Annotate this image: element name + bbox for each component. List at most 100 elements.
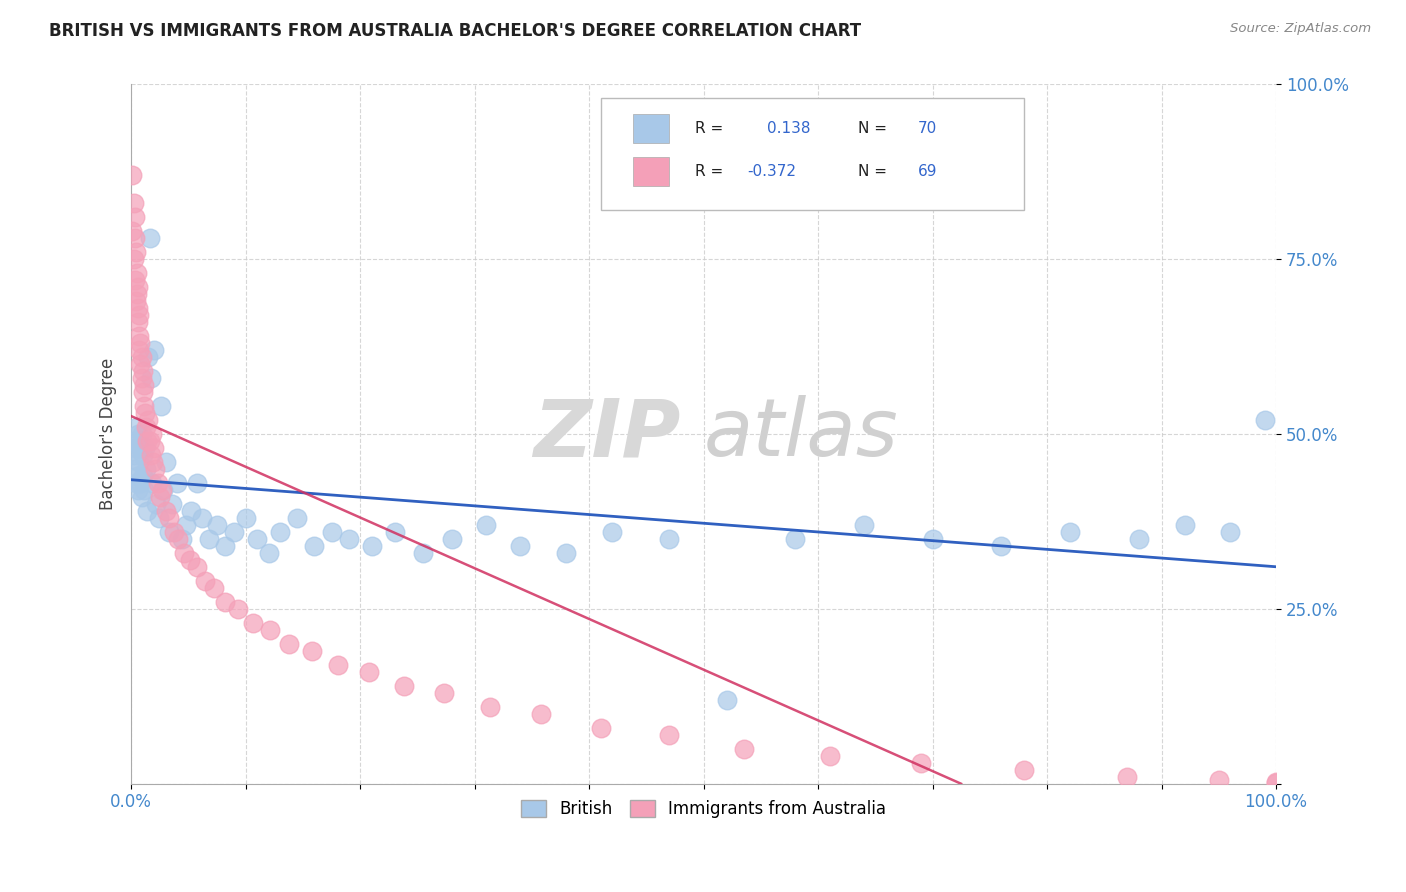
Point xyxy=(658,532,681,546)
Point xyxy=(152,483,174,497)
Text: 69: 69 xyxy=(918,163,938,178)
Point xyxy=(589,721,612,735)
Point xyxy=(658,728,681,742)
Point xyxy=(132,483,155,497)
Legend: British, Immigrants from Australia: British, Immigrants from Australia xyxy=(515,793,893,824)
Point xyxy=(785,532,807,546)
Point xyxy=(433,686,456,700)
Point xyxy=(131,364,153,378)
Text: N =: N = xyxy=(858,163,887,178)
Point xyxy=(337,532,360,546)
Point xyxy=(131,350,153,364)
Point xyxy=(186,560,208,574)
Point xyxy=(131,469,153,483)
Point xyxy=(205,518,228,533)
Point xyxy=(478,699,501,714)
Bar xyxy=(633,157,669,186)
Point xyxy=(214,595,236,609)
Point xyxy=(440,532,463,546)
Point xyxy=(139,371,162,385)
Point xyxy=(127,315,149,329)
Point xyxy=(555,546,578,560)
Point xyxy=(1265,776,1288,790)
Point xyxy=(150,399,173,413)
Point xyxy=(235,511,257,525)
Point xyxy=(509,539,531,553)
Point xyxy=(125,469,148,483)
Point xyxy=(139,448,162,462)
Point xyxy=(136,434,159,448)
Point xyxy=(149,490,172,504)
Point xyxy=(124,231,146,245)
Point xyxy=(128,434,150,448)
Point xyxy=(124,462,146,476)
Point xyxy=(135,462,157,476)
Point xyxy=(131,371,153,385)
Point xyxy=(141,476,163,491)
Point xyxy=(304,539,326,553)
Point xyxy=(1219,524,1241,539)
Point xyxy=(1208,773,1230,788)
Point xyxy=(129,441,152,455)
Point xyxy=(129,357,152,371)
Point xyxy=(167,532,190,546)
Point xyxy=(852,518,875,533)
Point xyxy=(121,224,143,238)
Point xyxy=(124,211,146,225)
Point xyxy=(155,455,177,469)
Point xyxy=(1128,532,1150,546)
Point xyxy=(132,399,155,413)
Point xyxy=(285,511,308,525)
Point xyxy=(121,169,143,183)
Point xyxy=(600,524,623,539)
Point xyxy=(134,441,156,455)
Point xyxy=(146,476,169,491)
Point xyxy=(125,420,148,434)
Point xyxy=(128,329,150,343)
Text: 0.138: 0.138 xyxy=(766,120,810,136)
Point xyxy=(1253,413,1275,427)
Point xyxy=(143,343,166,358)
Point xyxy=(179,553,201,567)
Point xyxy=(166,476,188,491)
Point xyxy=(818,748,841,763)
Point xyxy=(1059,524,1081,539)
Point xyxy=(328,657,350,672)
Y-axis label: Bachelor's Degree: Bachelor's Degree xyxy=(100,358,117,510)
Point xyxy=(392,679,415,693)
Text: R =: R = xyxy=(695,163,723,178)
Point xyxy=(127,301,149,316)
Point xyxy=(990,539,1012,553)
Point xyxy=(246,532,269,546)
Point xyxy=(125,287,148,301)
Point xyxy=(143,462,166,476)
Text: atlas: atlas xyxy=(703,395,898,473)
Point xyxy=(132,378,155,392)
Point xyxy=(384,524,406,539)
Point xyxy=(135,420,157,434)
Point xyxy=(910,756,932,770)
Point xyxy=(129,476,152,491)
Point xyxy=(186,476,208,491)
Point xyxy=(124,273,146,287)
Point xyxy=(278,637,301,651)
Point xyxy=(170,532,193,546)
Text: Source: ZipAtlas.com: Source: ZipAtlas.com xyxy=(1230,22,1371,36)
Point xyxy=(173,546,195,560)
Point xyxy=(131,427,153,442)
Point xyxy=(138,413,160,427)
Point xyxy=(122,196,145,211)
Point xyxy=(716,693,738,707)
Point xyxy=(127,483,149,497)
Point xyxy=(138,231,160,245)
Point xyxy=(1173,518,1195,533)
Point xyxy=(301,644,323,658)
Point xyxy=(128,343,150,358)
Point xyxy=(131,490,153,504)
FancyBboxPatch shape xyxy=(600,98,1024,211)
Point xyxy=(162,524,184,539)
Point xyxy=(143,441,166,455)
Point xyxy=(191,511,214,525)
Point xyxy=(193,574,215,588)
Point xyxy=(157,524,180,539)
